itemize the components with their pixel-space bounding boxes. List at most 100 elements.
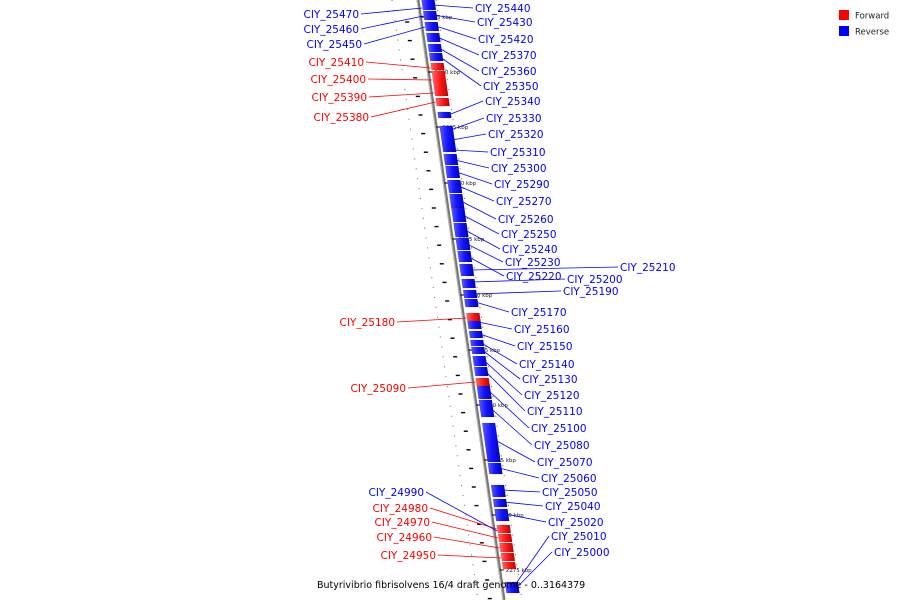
reverse-gene-label[interactable]: CIY_25080 — [534, 440, 590, 452]
reverse-gene-label[interactable]: CIY_25200 — [567, 274, 623, 286]
leader-line — [481, 349, 521, 380]
reverse-gene-label[interactable]: CIY_25040 — [545, 501, 601, 513]
reverse-gene-block — [424, 21, 440, 32]
legend-forward-swatch — [839, 10, 849, 20]
leader-line — [454, 159, 490, 169]
leader-line — [437, 36, 480, 56]
reverse-gene-label[interactable]: CIY_25210 — [620, 262, 676, 274]
scale-tick-label: 2300 kbp — [466, 293, 492, 299]
reverse-gene-block — [470, 346, 486, 355]
leader-line — [458, 185, 495, 202]
forward-gene-label[interactable]: CIY_25380 — [314, 112, 370, 124]
reverse-gene-block — [459, 263, 475, 277]
reverse-gene-label[interactable]: CIY_25050 — [542, 487, 598, 499]
leader-line — [368, 92, 435, 98]
leader-line — [367, 78, 433, 81]
forward-gene-label[interactable]: CIY_25390 — [312, 92, 368, 104]
forward-gene-label[interactable]: CIY_25090 — [351, 383, 407, 395]
reverse-gene-label[interactable]: CIY_25240 — [502, 244, 558, 256]
leader-line — [363, 26, 425, 45]
reverse-gene-block — [428, 52, 444, 62]
leader-line — [435, 25, 477, 40]
scale-tick-label: 2310 kbp — [450, 181, 476, 187]
scale-tick-label: 2325 kbp — [427, 15, 453, 21]
reverse-gene-label[interactable]: CIY_25310 — [490, 147, 546, 159]
reverse-gene-label[interactable]: CIY_25470 — [304, 9, 360, 21]
forward-strand-dashes — [405, 21, 492, 600]
reverse-gene-label[interactable]: CIY_25450 — [307, 39, 363, 51]
forward-gene-label[interactable]: CIY_25400 — [311, 74, 367, 86]
leader-line — [462, 214, 500, 235]
reverse-gene-block — [481, 422, 502, 463]
reverse-gene-label[interactable]: CIY_25360 — [481, 66, 537, 78]
reverse-gene-label[interactable]: CIY_25140 — [519, 359, 575, 371]
scale-tick-label: 2295 kbp — [474, 348, 500, 354]
forward-gene-label[interactable]: CIY_25180 — [340, 317, 396, 329]
forward-gene-label[interactable]: CIY_24960 — [377, 532, 433, 544]
reverse-gene-label[interactable]: CIY_25270 — [496, 196, 552, 208]
reverse-gene-block — [468, 330, 484, 339]
reverse-gene-label[interactable]: CIY_25350 — [483, 81, 539, 93]
leader-line — [451, 133, 487, 141]
reverse-gene-label[interactable]: CIY_25010 — [551, 531, 607, 543]
leader-line — [448, 100, 484, 116]
leader-line — [474, 290, 562, 295]
forward-gene-label[interactable]: CIY_24950 — [381, 550, 437, 562]
forward-gene-block — [499, 542, 514, 553]
reverse-gene-block — [494, 508, 510, 522]
reverse-gene-label[interactable]: CIY_25440 — [475, 3, 531, 15]
gene-labels: CIY_25410 CIY_25400 CIY_25390 CIY_25380 CIY_… — [304, 3, 676, 562]
reverse-gene-block — [451, 207, 467, 223]
leader-line — [425, 491, 498, 532]
reverse-gene-label[interactable]: CIY_25170 — [511, 307, 567, 319]
leader-line — [431, 521, 499, 539]
reverse-gene-label[interactable]: CIY_25340 — [485, 96, 541, 108]
leader-line — [460, 200, 497, 220]
reverse-gene-label[interactable]: CIY_25150 — [517, 341, 573, 353]
scale-tick-label: 2280 kbp — [498, 513, 524, 519]
reverse-gene-block — [472, 355, 488, 367]
reverse-gene-label[interactable]: CIY_25370 — [481, 50, 537, 62]
reverse-gene-block — [443, 153, 459, 166]
reverse-gene-label[interactable]: CIY_25220 — [506, 271, 562, 283]
reverse-gene-label[interactable]: CIY_25430 — [477, 17, 533, 29]
reverse-gene-label[interactable]: CIY_25000 — [554, 547, 610, 559]
leader-line — [479, 333, 516, 347]
leader-line — [432, 4, 474, 9]
reverse-gene-label[interactable]: CIY_25460 — [304, 24, 360, 36]
forward-gene-label[interactable]: CIY_24980 — [373, 503, 429, 515]
reverse-gene-label[interactable]: CIY_25190 — [563, 286, 619, 298]
reverse-gene-label[interactable]: CIY_25120 — [524, 390, 580, 402]
reverse-gene-block — [487, 462, 503, 475]
leader-line — [503, 501, 544, 507]
leader-line — [515, 551, 553, 589]
forward-gene-label[interactable]: CIY_24970 — [375, 517, 431, 529]
reverse-gene-label[interactable]: CIY_25250 — [501, 229, 557, 241]
scale-tick-label: 2290 kbp — [482, 403, 508, 409]
reverse-gene-label[interactable]: CIY_25290 — [494, 179, 550, 191]
forward-gene-label[interactable]: CIY_25410 — [309, 57, 365, 69]
reverse-gene-block — [437, 111, 452, 119]
reverse-gene-block — [425, 32, 441, 43]
reverse-gene-label[interactable]: CIY_24990 — [369, 487, 425, 499]
reverse-gene-label[interactable]: CIY_25260 — [498, 214, 554, 226]
reverse-gene-label[interactable]: CIY_25110 — [527, 406, 583, 418]
reverse-gene-block — [447, 179, 463, 194]
reverse-gene-label[interactable]: CIY_25070 — [537, 457, 593, 469]
reverse-gene-label[interactable]: CIY_25320 — [488, 129, 544, 141]
reverse-gene-label[interactable]: CIY_25300 — [491, 163, 547, 175]
backbone-highlight — [416, 0, 504, 600]
reverse-gene-label[interactable]: CIY_25230 — [505, 257, 561, 269]
scale-tick-label: 2305 kbp — [458, 237, 484, 243]
scale-tick-label: 2320 kbp — [434, 70, 460, 76]
reverse-gene-label[interactable]: CIY_25100 — [531, 423, 587, 435]
reverse-gene-label[interactable]: CIY_25330 — [486, 113, 542, 125]
reverse-gene-label[interactable]: CIY_25060 — [541, 473, 597, 485]
forward-gene-block — [431, 70, 449, 97]
reverse-gene-label[interactable]: CIY_25420 — [478, 34, 534, 46]
leader-line — [515, 535, 550, 585]
reverse-gene-label[interactable]: CIY_25160 — [514, 324, 570, 336]
leader-line — [396, 317, 467, 323]
reverse-gene-label[interactable]: CIY_25020 — [548, 517, 604, 529]
reverse-gene-label[interactable]: CIY_25130 — [522, 374, 578, 386]
